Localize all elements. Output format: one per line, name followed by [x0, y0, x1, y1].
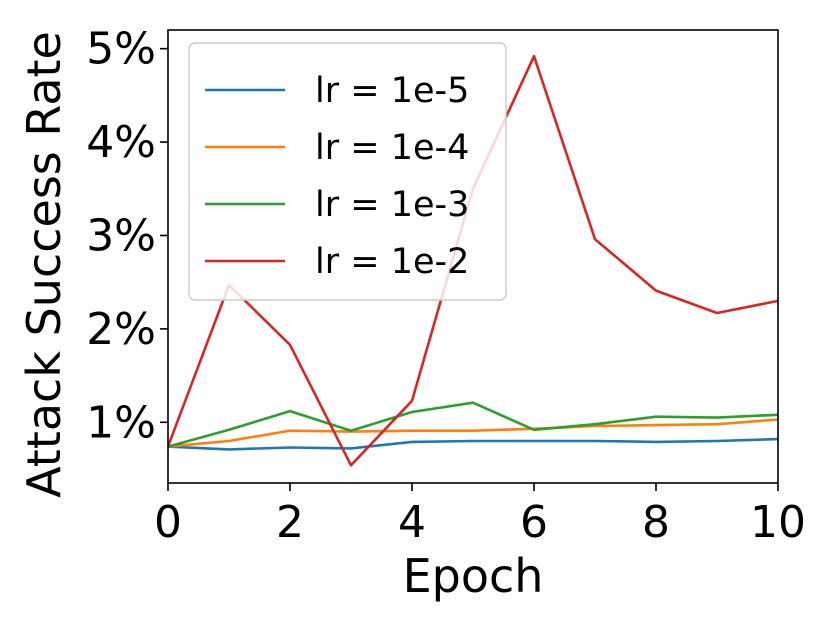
- x-axis: 0 2 4 6 8 10: [154, 483, 806, 548]
- y-axis: 1% 2% 3% 4% 5%: [86, 24, 168, 448]
- y-tick-label: 5%: [86, 24, 156, 75]
- y-tick-label: 3%: [86, 210, 156, 261]
- x-axis-title: Epoch: [403, 549, 544, 603]
- x-tick-label: 10: [750, 497, 806, 548]
- legend-label-0: lr = 1e-5: [315, 71, 469, 111]
- x-tick-label: 2: [276, 497, 304, 548]
- legend-box: [188, 42, 507, 301]
- y-axis-title: Attack Success Rate: [17, 31, 71, 498]
- series-line-2: [167, 401, 779, 448]
- legend-label-1: lr = 1e-4: [315, 128, 469, 168]
- y-tick-label: 1%: [86, 397, 156, 448]
- x-tick-label: 8: [642, 497, 670, 548]
- series-line-0: [167, 437, 779, 451]
- legend: lr = 1e-5 lr = 1e-4 lr = 1e-3 lr = 1e-2: [188, 42, 507, 301]
- plot-frame: [167, 29, 779, 484]
- y-tick-label: 4%: [86, 117, 156, 168]
- legend-label-3: lr = 1e-2: [315, 242, 469, 282]
- x-tick-label: 6: [520, 497, 548, 548]
- x-tick-label: 4: [398, 497, 426, 548]
- y-tick-label: 2%: [86, 304, 156, 355]
- series-line-1: [167, 418, 779, 448]
- legend-label-2: lr = 1e-3: [315, 185, 469, 225]
- x-tick-label: 0: [154, 497, 182, 548]
